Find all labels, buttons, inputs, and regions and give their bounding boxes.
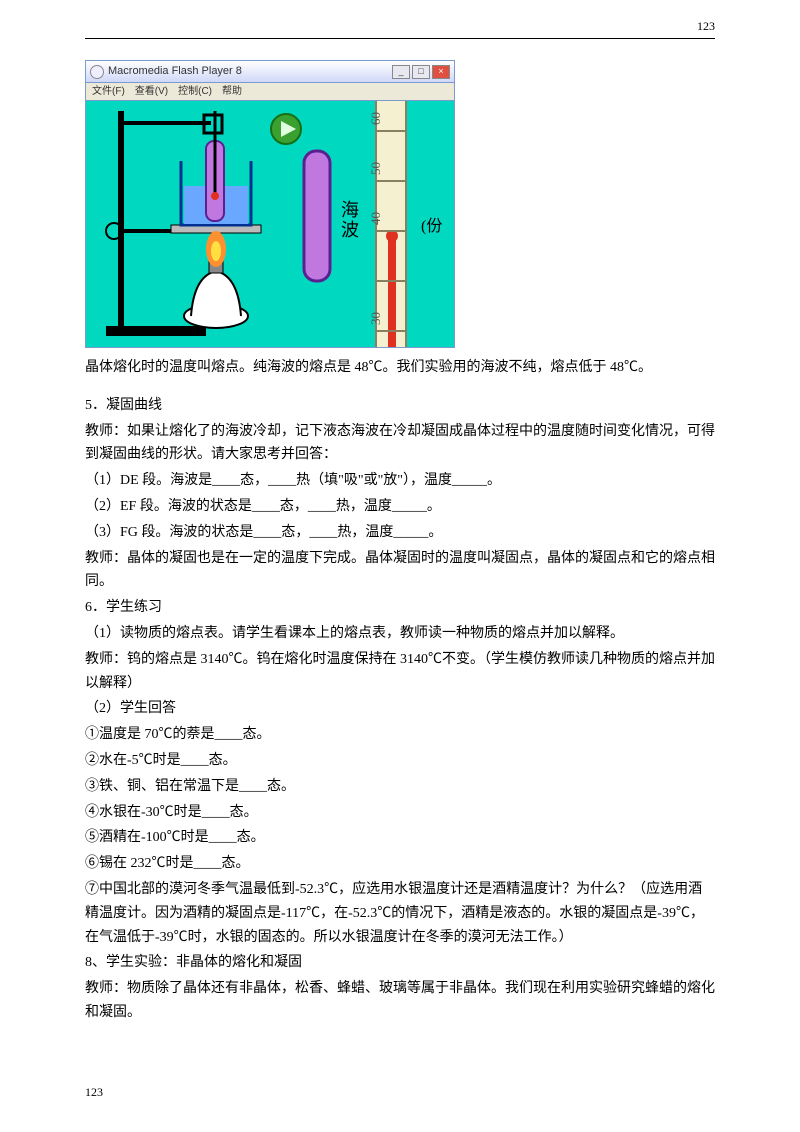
window-titlebar: Macromedia Flash Player 8 _ □ ×: [85, 60, 455, 82]
flash-canvas: 海 波 60 50 40 30 (份: [85, 100, 455, 348]
main-content: Macromedia Flash Player 8 _ □ × 文件(F) 查看…: [85, 60, 715, 1025]
para-intro: 晶体熔化时的温度叫熔点。纯海波的熔点是 48℃。我们实验用的海波不纯，熔点低于 …: [85, 356, 715, 380]
section-6-q3: ③铁、铜、铝在常温下是____态。: [85, 775, 715, 799]
window-buttons: _ □ ×: [392, 65, 450, 79]
menu-control[interactable]: 控制(C): [178, 83, 212, 100]
section-6-p2: （2）学生回答: [85, 697, 715, 721]
section-5-title: 5．凝固曲线: [85, 394, 715, 418]
menu-file[interactable]: 文件(F): [92, 83, 125, 100]
minimize-button[interactable]: _: [392, 65, 410, 79]
section-5-teacher: 教师：如果让熔化了的海波冷却，记下液态海波在冷却凝固成晶体过程中的温度随时间变化…: [85, 420, 715, 468]
page-number-top: 123: [697, 16, 715, 36]
header-rule: [85, 38, 715, 39]
section-8-teacher: 教师：物质除了晶体还有非晶体，松香、蜂蜡、玻璃等属于非晶体。我们现在利用实验研究…: [85, 977, 715, 1025]
menubar: 文件(F) 查看(V) 控制(C) 帮助: [85, 82, 455, 100]
menu-help[interactable]: 帮助: [222, 83, 242, 100]
section-6-q7: ⑦中国北部的漠河冬季气温最低到-52.3℃，应选用水银温度计还是酒精温度计？为什…: [85, 878, 715, 949]
section-6-q1: ①温度是 70℃的萘是____态。: [85, 723, 715, 747]
svg-text:50: 50: [368, 162, 383, 175]
section-6-q5: ⑤酒精在-100℃时是____态。: [85, 826, 715, 850]
experiment-illustration: 海 波 60 50 40 30 (份: [86, 101, 454, 348]
app-icon: [90, 65, 104, 79]
section-6-p1: （1）读物质的熔点表。请学生看课本上的熔点表，教师读一种物质的熔点并加以解释。: [85, 622, 715, 646]
svg-text:30: 30: [368, 312, 383, 325]
section-6-title: 6．学生练习: [85, 596, 715, 620]
section-6-q2: ②水在-5℃时是____态。: [85, 749, 715, 773]
svg-text:40: 40: [368, 212, 383, 225]
window-title: Macromedia Flash Player 8: [108, 62, 392, 81]
svg-text:60: 60: [368, 112, 383, 125]
svg-text:海: 海: [341, 200, 359, 220]
maximize-button[interactable]: □: [412, 65, 430, 79]
svg-text:(份: (份: [421, 217, 442, 235]
section-6-q6: ⑥锡在 232℃时是____态。: [85, 852, 715, 876]
flash-player-window: Macromedia Flash Player 8 _ □ × 文件(F) 查看…: [85, 60, 455, 348]
close-button[interactable]: ×: [432, 65, 450, 79]
section-5-q3: （3）FG 段。海波的状态是____态，____热，温度_____。: [85, 521, 715, 545]
section-8-title: 8、学生实验：非晶体的熔化和凝固: [85, 951, 715, 975]
section-5-q1: （1）DE 段。海波是____态，____热（填"吸"或"放"），温度_____…: [85, 469, 715, 493]
menu-view[interactable]: 查看(V): [135, 83, 168, 100]
svg-text:波: 波: [341, 220, 359, 240]
page-number-bottom: 123: [85, 1082, 103, 1102]
section-5-q2: （2）EF 段。海波的状态是____态，____热，温度_____。: [85, 495, 715, 519]
section-6-teacher: 教师：钨的熔点是 3140℃。钨在熔化时温度保持在 3140℃不变。（学生模仿教…: [85, 648, 715, 696]
section-6-q4: ④水银在-30℃时是____态。: [85, 801, 715, 825]
section-5-teacher2: 教师：晶体的凝固也是在一定的温度下完成。晶体凝固时的温度叫凝固点，晶体的凝固点和…: [85, 547, 715, 595]
